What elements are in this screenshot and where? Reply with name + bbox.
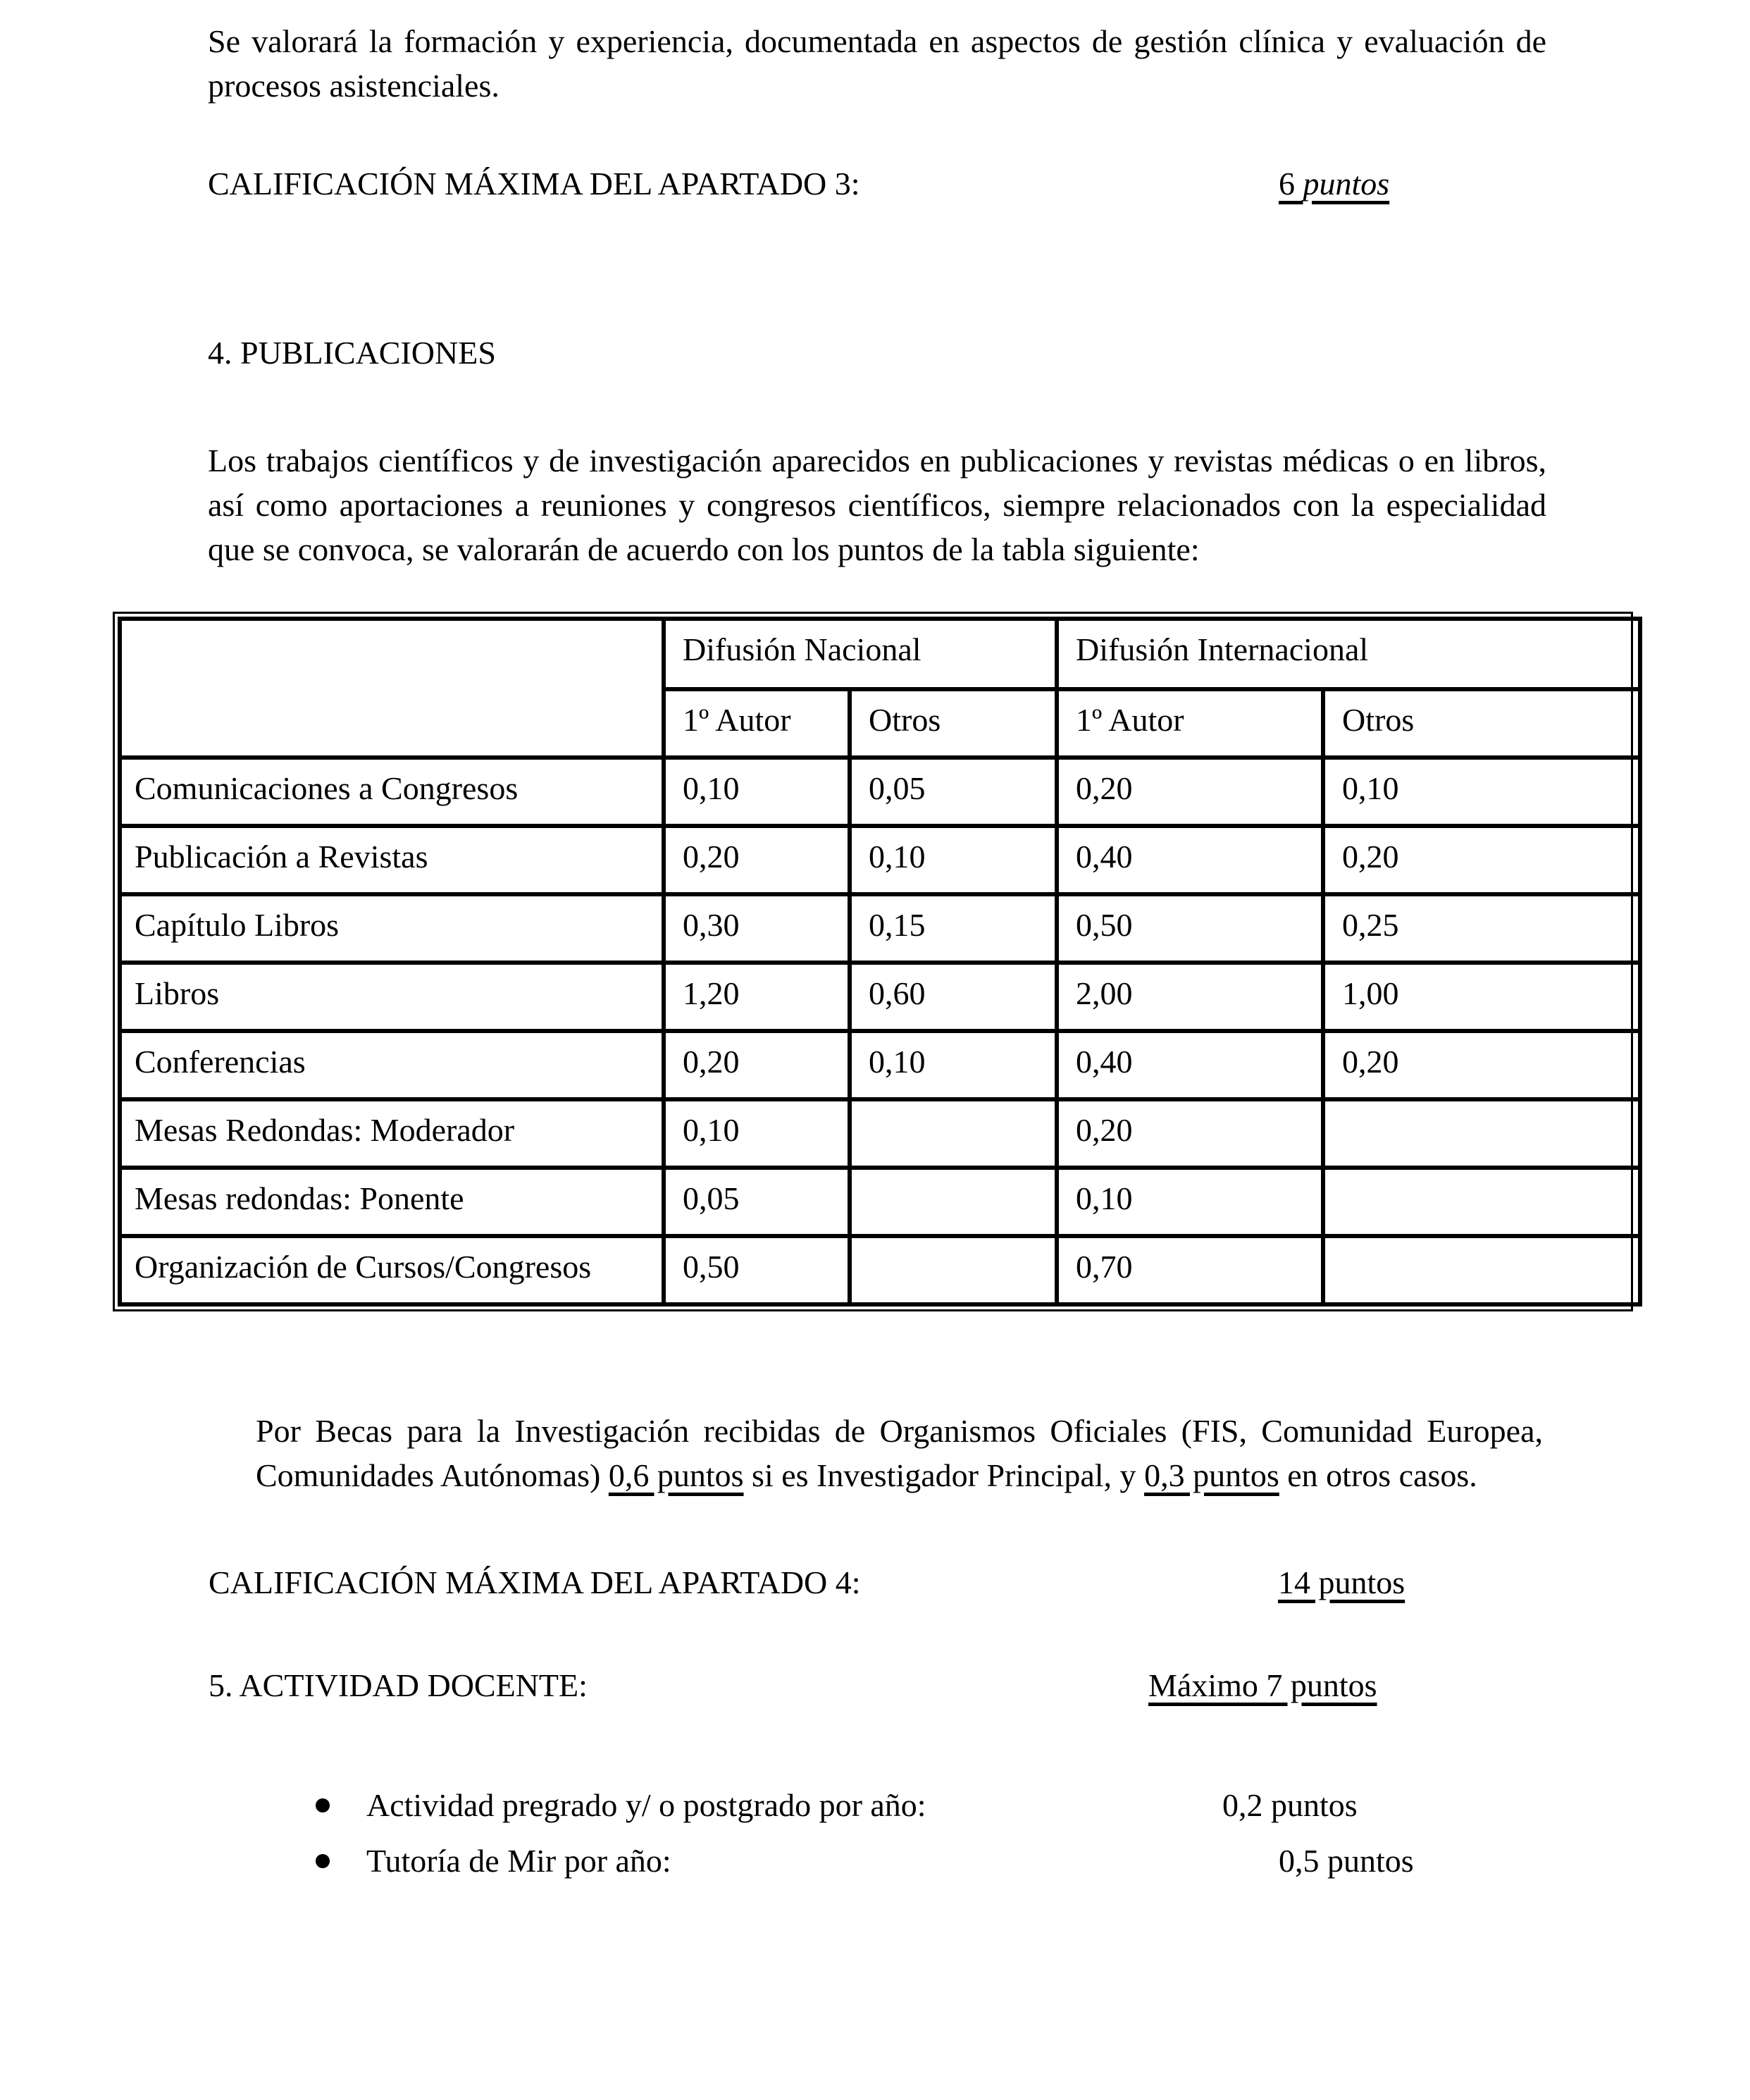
text-line: Los trabajos científicos y de investigac… [208,443,1546,478]
cell-value: 2,00 [1055,961,1325,1033]
cell-value [848,1166,1059,1238]
cell-value: 0,25 [1321,892,1642,965]
cell-value: 0,60 [848,961,1059,1033]
row-label: Organización de Cursos/Congresos [118,1234,666,1307]
cell-value: 0,30 [662,892,852,965]
becas-text: Comunidades Autónomas) [256,1457,609,1493]
table-row: Mesas redondas: Ponente 0,05 0,10 [118,1166,1642,1238]
subheader-nacional-autor: 1º Autor [662,687,852,760]
cell-value: 0,05 [848,755,1059,828]
text-line: Se valorará la formación y experiencia, … [208,23,1546,59]
cell-value: 0,50 [1055,892,1325,965]
cell-value: 0,70 [1055,1234,1325,1307]
table-row: Comunicaciones a Congresos 0,10 0,05 0,2… [118,755,1642,828]
becas-text: en otros casos. [1279,1457,1477,1493]
row-label: Libros [118,961,666,1033]
text-line: procesos asistenciales. [208,68,499,104]
text-line: Por Becas para la Investigación recibida… [256,1413,1543,1449]
row-label: Capítulo Libros [118,892,666,965]
bullet-item-label: Actividad pregrado y/ o postgrado por añ… [366,1787,926,1823]
cell-value [1321,1097,1642,1170]
subheader-internacional-autor: 1º Autor [1055,687,1325,760]
cell-value: 0,40 [1055,1029,1325,1101]
becas-puntos-otros: 0,3 puntos [1144,1457,1279,1493]
cell-value: 0,15 [848,892,1059,965]
becas-text: si es Investigador Principal, y [743,1457,1145,1493]
cell-value: 0,50 [662,1234,852,1307]
table-row: Organización de Cursos/Congresos 0,50 0,… [118,1234,1642,1307]
cell-value: 0,10 [662,1097,852,1170]
cell-value: 0,20 [1321,824,1642,896]
subheader-internacional-otros: Otros [1321,687,1642,760]
seccion5-score: Máximo 7 puntos [1148,1667,1377,1703]
paragraph-becas: Por Becas para la Investigación recibida… [256,1409,1543,1497]
header-difusion-internacional: Difusión Internacional [1055,617,1642,691]
becas-puntos-principal: 0,6 puntos [608,1457,744,1493]
row-label: Conferencias [118,1029,666,1101]
bullet-item-label: Tutoría de Mir por año: [366,1843,671,1879]
bullet-item-value: 0,5 puntos [1279,1843,1414,1879]
bullet-icon [316,1798,330,1812]
cell-value: 0,20 [1055,755,1325,828]
cell-value [848,1234,1059,1307]
cell-value [848,1097,1059,1170]
cell-value: 0,40 [1055,824,1325,896]
text-line: que se convoca, se valorarán de acuerdo … [208,531,1200,567]
paragraph-publicaciones: Los trabajos científicos y de investigac… [208,438,1546,572]
cell-value: 0,20 [662,1029,852,1101]
row-label: Comunicaciones a Congresos [118,755,666,828]
table-corner-cell [118,617,666,760]
cell-value [1321,1166,1642,1238]
text-line: así como aportaciones a reuniones y cong… [208,487,1546,523]
apartado3-score-number: 6 [1279,166,1295,202]
row-label: Mesas Redondas: Moderador [118,1097,666,1170]
bullet-item-value: 0,2 puntos [1222,1787,1358,1823]
cell-value: 0,10 [848,1029,1059,1101]
publications-score-table: Difusión Nacional Difusión Internacional… [113,612,1642,1311]
header-difusion-nacional: Difusión Nacional [662,617,1059,691]
cell-value: 0,10 [1055,1166,1325,1238]
cell-value: 0,10 [848,824,1059,896]
cell-value: 1,20 [662,961,852,1033]
paragraph-formacion: Se valorará la formación y experiencia, … [208,19,1546,108]
cell-value: 0,20 [662,824,852,896]
subheader-nacional-otros: Otros [848,687,1059,760]
row-label: Mesas redondas: Ponente [118,1166,666,1238]
cell-value: 0,20 [1321,1029,1642,1101]
table-row: Capítulo Libros 0,30 0,15 0,50 0,25 [118,892,1642,965]
cell-value: 0,10 [662,755,852,828]
apartado3-score: 6 puntos [1279,161,1389,206]
row-label: Publicación a Revistas [118,824,666,896]
cell-value [1321,1234,1642,1307]
cell-value: 1,00 [1321,961,1642,1033]
table-row: Publicación a Revistas 0,20 0,10 0,40 0,… [118,824,1642,896]
table-row: Conferencias 0,20 0,10 0,40 0,20 [118,1029,1642,1101]
bullet-icon [316,1854,330,1868]
text-line: Comunidades Autónomas) 0,6 puntos si es … [256,1453,1543,1497]
apartado4-label: CALIFICACIÓN MÁXIMA DEL APARTADO 4: [209,1564,861,1600]
publications-table: Difusión Nacional Difusión Internacional… [118,617,1642,1307]
cell-value: 0,10 [1321,755,1642,828]
table-row: Mesas Redondas: Moderador 0,10 0,20 [118,1097,1642,1170]
apartado4-score: 14 puntos [1278,1564,1405,1600]
table-row: Libros 1,20 0,60 2,00 1,00 [118,961,1642,1033]
apartado3-label: CALIFICACIÓN MÁXIMA DEL APARTADO 3: [208,166,860,202]
cell-value: 0,05 [662,1166,852,1238]
cell-value: 0,20 [1055,1097,1325,1170]
seccion4-heading: 4. PUBLICACIONES [208,335,496,371]
apartado3-score-unit: puntos [1303,166,1390,202]
seccion5-heading: 5. ACTIVIDAD DOCENTE: [209,1667,588,1703]
